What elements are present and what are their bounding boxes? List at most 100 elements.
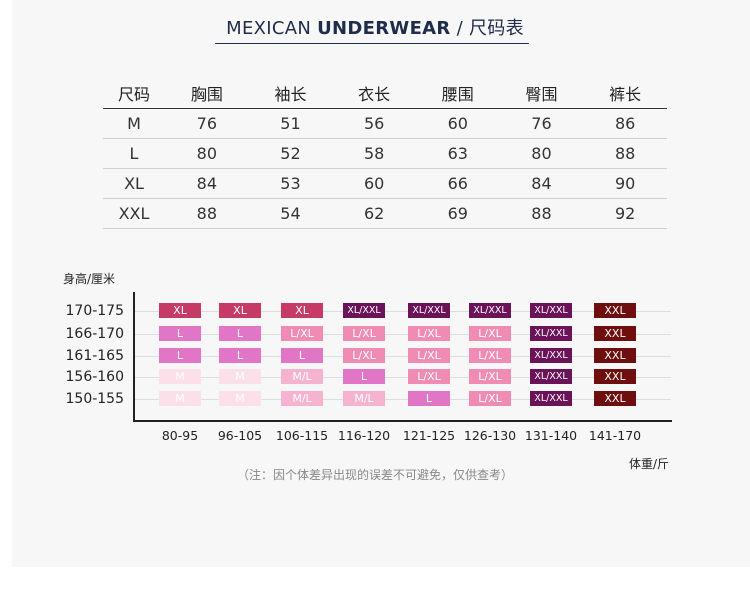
weight-range-label: 141-170	[588, 428, 642, 443]
disclaimer-note: （注：因个体差异出现的误差不可避免，仅供查考）	[236, 468, 513, 482]
size-cell-badge: L/XL	[408, 369, 450, 384]
size-cell-badge: XL/XXL	[343, 303, 385, 318]
header-chest: 胸围	[165, 78, 249, 109]
hip-cell: 88	[499, 198, 584, 229]
waist-cell: 66	[415, 168, 500, 199]
size-cell-badge: L	[159, 348, 201, 363]
waist-cell: 60	[415, 108, 500, 139]
height-range-label: 161-165	[65, 348, 125, 364]
size-cell: XL	[103, 168, 165, 199]
size-cell-badge: L/XL	[343, 348, 385, 363]
size-cell-badge: XXL	[594, 391, 636, 406]
vertical-axis	[133, 292, 135, 421]
grid-row-line	[135, 334, 671, 335]
size-cell-badge: L	[343, 369, 385, 384]
pants-length-cell: 88	[583, 138, 667, 169]
grid-row-line	[135, 377, 671, 378]
length-cell: 60	[332, 168, 416, 199]
size-cell-badge: XXL	[594, 369, 636, 384]
pants-length-cell: 86	[583, 108, 667, 139]
size-cell-badge: L	[159, 326, 201, 341]
size-cell-badge: XXL	[594, 303, 636, 318]
size-cell-badge: L	[408, 391, 450, 406]
grid-row-line	[135, 356, 671, 357]
size-cell-badge: L/XL	[281, 326, 323, 341]
header-size: 尺码	[103, 78, 165, 109]
sleeve-cell: 52	[248, 138, 333, 169]
title-underline	[215, 43, 529, 44]
title-brand: MEXICAN	[226, 18, 318, 39]
size-cell-badge: XL	[219, 303, 261, 318]
header-hip: 臀围	[499, 78, 584, 109]
hip-cell: 80	[499, 138, 584, 169]
size-cell: L	[103, 138, 165, 169]
header-sleeve: 袖长	[248, 78, 333, 109]
hip-cell: 76	[499, 108, 584, 139]
size-cell-badge: M/L	[281, 369, 323, 384]
size-table-header: 尺码 胸围 袖长 衣长 腰围 臀围 裤长	[103, 78, 667, 109]
weight-range-label: 96-105	[217, 428, 263, 443]
chest-cell: 80	[165, 138, 249, 169]
waist-cell: 69	[415, 198, 500, 229]
waist-cell: 63	[415, 138, 500, 169]
table-row: M 76 51 56 60 76 86	[103, 108, 667, 139]
grid-row-line	[135, 399, 671, 400]
size-cell-badge: L/XL	[343, 326, 385, 341]
weight-range-label: 116-120	[337, 428, 391, 443]
size-cell-badge: L	[281, 348, 323, 363]
size-cell-badge: XXL	[594, 326, 636, 341]
weight-range-label: 80-95	[161, 428, 199, 443]
size-cell-badge: L/XL	[469, 369, 511, 384]
height-axis-label: 身高/厘米	[63, 272, 116, 286]
height-range-label: 150-155	[65, 391, 125, 407]
length-cell: 62	[332, 198, 416, 229]
size-cell-badge: L	[219, 326, 261, 341]
size-cell-badge: L/XL	[469, 326, 511, 341]
size-cell-badge: M	[159, 391, 201, 406]
table-row: XL 84 53 60 66 84 90	[103, 168, 667, 199]
size-cell-badge: XL	[159, 303, 201, 318]
length-cell: 58	[332, 138, 416, 169]
header-waist: 腰围	[415, 78, 500, 109]
size-cell-badge: XL/XXL	[530, 303, 572, 318]
size-cell-badge: L/XL	[469, 348, 511, 363]
chest-cell: 76	[165, 108, 249, 139]
size-cell-badge: M	[159, 369, 201, 384]
height-range-label: 166-170	[65, 326, 125, 342]
height-range-label: 170-175	[65, 303, 125, 319]
size-cell-badge: L/XL	[408, 326, 450, 341]
size-cell-badge: M	[219, 369, 261, 384]
height-range-label: 156-160	[65, 369, 125, 385]
size-cell-badge: XL/XXL	[530, 391, 572, 406]
size-cell-badge: XL/XXL	[530, 326, 572, 341]
size-cell: XXL	[103, 198, 165, 229]
chest-cell: 84	[165, 168, 249, 199]
weight-axis-label: 体重/斤	[629, 457, 670, 471]
size-cell-badge: XL/XXL	[408, 303, 450, 318]
sleeve-cell: 51	[248, 108, 333, 139]
header-length: 衣长	[332, 78, 416, 109]
weight-range-label: 106-115	[275, 428, 329, 443]
title-suffix: / 尺码表	[450, 18, 524, 39]
size-cell-badge: M/L	[343, 391, 385, 406]
header-pants-length: 裤长	[583, 78, 667, 109]
size-table: 尺码 胸围 袖长 衣长 腰围 臀围 裤长 M 76 51 56 60 76 86…	[103, 78, 667, 229]
size-cell-badge: XL/XXL	[469, 303, 511, 318]
size-cell-badge: M	[219, 391, 261, 406]
size-cell-badge: L/XL	[469, 391, 511, 406]
weight-range-label: 121-125	[402, 428, 456, 443]
size-cell-badge: XL	[281, 303, 323, 318]
grid-row-line	[135, 311, 671, 312]
sleeve-cell: 53	[248, 168, 333, 199]
table-row: XXL 88 54 62 69 88 92	[103, 198, 667, 229]
size-cell-badge: XXL	[594, 348, 636, 363]
weight-range-label: 126-130	[463, 428, 517, 443]
size-cell-badge: L	[219, 348, 261, 363]
size-cell-badge: M/L	[281, 391, 323, 406]
size-cell-badge: L/XL	[408, 348, 450, 363]
horizontal-axis	[133, 420, 672, 422]
pants-length-cell: 92	[583, 198, 667, 229]
title-product: UNDERWEAR	[317, 18, 451, 39]
pants-length-cell: 90	[583, 168, 667, 199]
size-cell: M	[103, 108, 165, 139]
